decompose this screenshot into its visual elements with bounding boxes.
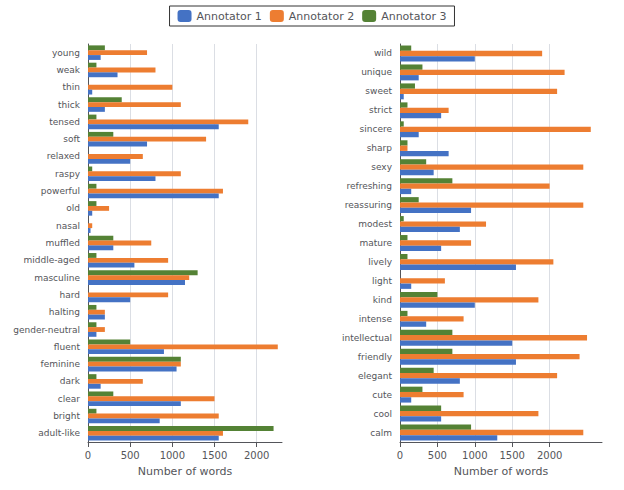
svg-text:Number of words: Number of words bbox=[454, 465, 549, 478]
svg-text:old: old bbox=[66, 203, 80, 213]
svg-text:Annotator 1: Annotator 1 bbox=[197, 10, 262, 23]
svg-text:intellectual: intellectual bbox=[342, 333, 392, 343]
svg-text:soft: soft bbox=[63, 134, 80, 144]
svg-text:gender-neutral: gender-neutral bbox=[13, 325, 80, 335]
svg-text:intense: intense bbox=[359, 314, 393, 324]
svg-text:raspy: raspy bbox=[55, 169, 81, 179]
svg-text:young: young bbox=[52, 48, 80, 58]
svg-text:wild: wild bbox=[374, 48, 392, 58]
svg-text:relaxed: relaxed bbox=[47, 151, 80, 161]
svg-text:hard: hard bbox=[60, 290, 80, 300]
svg-text:Annotator 3: Annotator 3 bbox=[381, 10, 446, 23]
svg-text:thick: thick bbox=[58, 100, 81, 110]
svg-text:refreshing: refreshing bbox=[346, 181, 392, 191]
svg-text:sweet: sweet bbox=[365, 86, 392, 96]
svg-text:cute: cute bbox=[372, 390, 392, 400]
svg-text:sharp: sharp bbox=[367, 143, 393, 153]
svg-text:friendly: friendly bbox=[358, 352, 393, 362]
svg-text:bright: bright bbox=[53, 411, 80, 421]
svg-text:halting: halting bbox=[49, 307, 80, 317]
svg-text:feminine: feminine bbox=[41, 359, 81, 369]
svg-text:unique: unique bbox=[361, 67, 392, 77]
svg-text:cool: cool bbox=[374, 409, 392, 419]
svg-text:500: 500 bbox=[121, 450, 140, 461]
svg-text:lively: lively bbox=[368, 257, 392, 267]
svg-text:calm: calm bbox=[370, 428, 392, 438]
svg-text:middle-aged: middle-aged bbox=[24, 255, 80, 265]
svg-text:mature: mature bbox=[359, 238, 392, 248]
svg-text:2000: 2000 bbox=[537, 450, 562, 461]
svg-text:sexy: sexy bbox=[371, 162, 392, 172]
svg-text:reassuring: reassuring bbox=[345, 200, 392, 210]
svg-text:elegant: elegant bbox=[358, 371, 393, 381]
svg-text:1500: 1500 bbox=[202, 450, 227, 461]
svg-text:light: light bbox=[372, 276, 392, 286]
svg-text:adult-like: adult-like bbox=[38, 428, 80, 438]
svg-text:1500: 1500 bbox=[499, 450, 524, 461]
svg-text:thin: thin bbox=[63, 82, 80, 92]
svg-text:tensed: tensed bbox=[49, 117, 80, 127]
svg-text:2000: 2000 bbox=[244, 450, 269, 461]
svg-text:powerful: powerful bbox=[41, 186, 80, 196]
svg-text:sincere: sincere bbox=[360, 124, 393, 134]
svg-text:kind: kind bbox=[373, 295, 392, 305]
svg-text:fluent: fluent bbox=[54, 342, 81, 352]
svg-text:modest: modest bbox=[358, 219, 392, 229]
svg-text:500: 500 bbox=[428, 450, 447, 461]
svg-text:Number of words: Number of words bbox=[138, 465, 233, 478]
svg-text:masculine: masculine bbox=[34, 273, 80, 283]
svg-text:Annotator 2: Annotator 2 bbox=[289, 10, 354, 23]
svg-text:dark: dark bbox=[60, 376, 81, 386]
svg-text:0: 0 bbox=[397, 450, 403, 461]
svg-text:muffled: muffled bbox=[46, 238, 80, 248]
svg-text:clear: clear bbox=[58, 394, 81, 404]
svg-text:0: 0 bbox=[85, 450, 91, 461]
svg-text:nasal: nasal bbox=[56, 221, 80, 231]
svg-text:1000: 1000 bbox=[462, 450, 487, 461]
svg-text:strict: strict bbox=[369, 105, 392, 115]
svg-text:1000: 1000 bbox=[160, 450, 185, 461]
svg-text:weak: weak bbox=[56, 65, 80, 75]
